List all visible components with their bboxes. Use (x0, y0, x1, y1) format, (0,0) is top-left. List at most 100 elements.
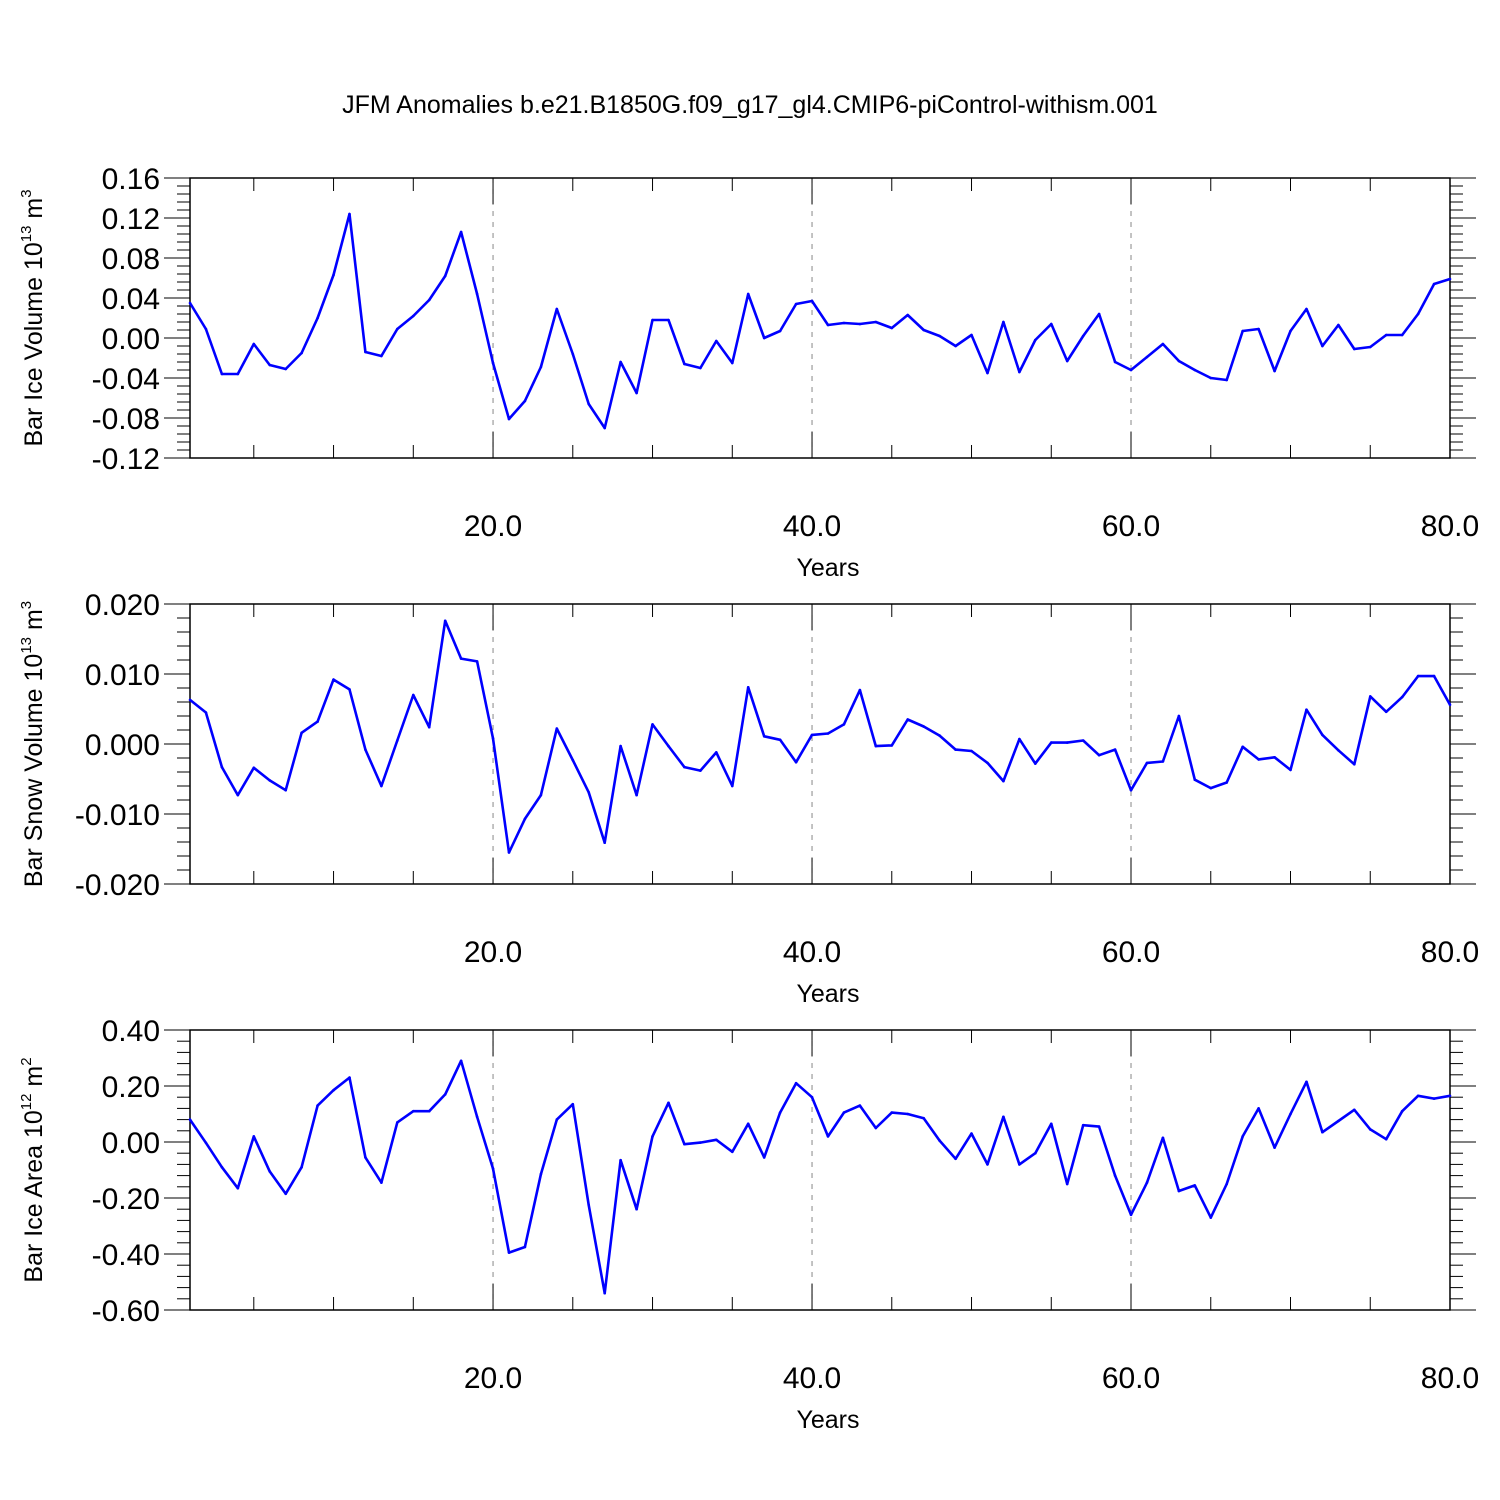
data-point (762, 336, 766, 340)
data-point (1400, 333, 1404, 337)
data-point (1065, 741, 1069, 744)
x-tick-label: 20.0 (464, 510, 522, 543)
data-point (746, 686, 750, 689)
data-point (1337, 1119, 1340, 1123)
data-point (1305, 1080, 1308, 1084)
data-point (730, 784, 734, 788)
y-label-unit: m (20, 609, 48, 637)
data-point (507, 417, 511, 421)
data-point (348, 1076, 351, 1079)
data-point (986, 1163, 989, 1166)
data-point (1368, 1128, 1372, 1131)
data-point (443, 619, 447, 623)
data-point (635, 391, 638, 395)
y-tick-label: 0.00 (102, 1127, 160, 1160)
y-tick-label: 0.20 (102, 1071, 160, 1104)
data-point (715, 1138, 718, 1142)
data-point (1368, 345, 1372, 349)
data-point (571, 758, 575, 762)
data-point (778, 1111, 782, 1114)
data-point (858, 322, 862, 326)
data-point (1177, 359, 1181, 363)
data-point (826, 323, 830, 327)
data-point (1368, 695, 1372, 698)
data-point (555, 727, 559, 730)
data-point (1273, 1146, 1276, 1149)
data-point (348, 212, 351, 216)
data-point (1002, 320, 1005, 324)
data-point (491, 737, 495, 740)
y-label-unit-exponent: 3 (18, 601, 35, 609)
data-point (332, 273, 335, 277)
y-label-exponent: 13 (18, 226, 35, 243)
data-point (523, 817, 527, 821)
data-point (380, 1181, 383, 1184)
x-tick-label: 40.0 (783, 1362, 841, 1395)
data-point (316, 1104, 319, 1107)
data-point (1273, 756, 1276, 759)
x-tick-label: 60.0 (1102, 1362, 1160, 1395)
y-tick-label: 0.04 (102, 283, 160, 316)
data-point (635, 793, 638, 797)
data-point (1353, 1108, 1356, 1112)
y-label-exponent: 12 (18, 1094, 35, 1111)
data-point (332, 1088, 335, 1092)
data-point (826, 1135, 830, 1138)
data-point (810, 1095, 814, 1099)
y-label-unit: m (20, 1066, 48, 1094)
data-point (762, 1156, 766, 1159)
data-point (794, 302, 798, 306)
data-point (858, 688, 862, 692)
data-point (507, 851, 511, 854)
data-point (1337, 323, 1340, 327)
data-point (1081, 1123, 1085, 1127)
data-point (539, 793, 543, 797)
data-point (300, 1165, 303, 1169)
y-tick-label: 0.000 (85, 729, 160, 762)
data-point (1097, 753, 1101, 757)
data-point (1416, 674, 1420, 678)
data-point (284, 788, 287, 792)
data-point (1432, 674, 1436, 678)
x-tick-label: 60.0 (1102, 936, 1160, 969)
data-point (667, 1101, 670, 1105)
data-point (699, 1141, 702, 1144)
x-tick-label: 40.0 (783, 936, 841, 969)
data-point (1193, 368, 1197, 372)
data-point (1065, 359, 1069, 363)
chart-title: JFM Anomalies b.e21.B1850G.f09_g17_gl4.C… (342, 91, 1158, 119)
data-point (284, 367, 287, 371)
data-point (1448, 1094, 1452, 1098)
data-point (587, 1203, 591, 1207)
data-point (571, 352, 575, 356)
data-point (1177, 714, 1181, 718)
data-point (380, 354, 383, 358)
data-point (1049, 741, 1053, 744)
data-point (188, 698, 192, 702)
y-tick-label: -0.40 (92, 1239, 160, 1272)
y-tick-label: 0.010 (85, 659, 160, 692)
data-point (794, 760, 798, 764)
data-point (826, 732, 830, 735)
data-point (874, 744, 878, 748)
data-point (1448, 703, 1452, 707)
data-point (683, 1142, 686, 1146)
data-point (1209, 786, 1213, 790)
data-point (619, 744, 622, 748)
panel-1: -0.12 -0.08 -0.04 0.00 0.04 0.08 0.12 0.16 20.0 4… (18, 163, 1479, 582)
y-tick-label: 0.16 (102, 163, 160, 196)
data-point (475, 1115, 479, 1119)
data-point (236, 793, 240, 797)
data-point (1241, 1135, 1244, 1138)
data-point (1209, 376, 1213, 380)
y-label-unit: m (20, 198, 48, 226)
data-point (523, 1245, 527, 1249)
data-point (475, 660, 479, 663)
data-point (1018, 370, 1021, 374)
data-point (762, 735, 766, 738)
data-point (587, 791, 591, 794)
data-point (1400, 1109, 1404, 1113)
series-line (189, 619, 1452, 854)
